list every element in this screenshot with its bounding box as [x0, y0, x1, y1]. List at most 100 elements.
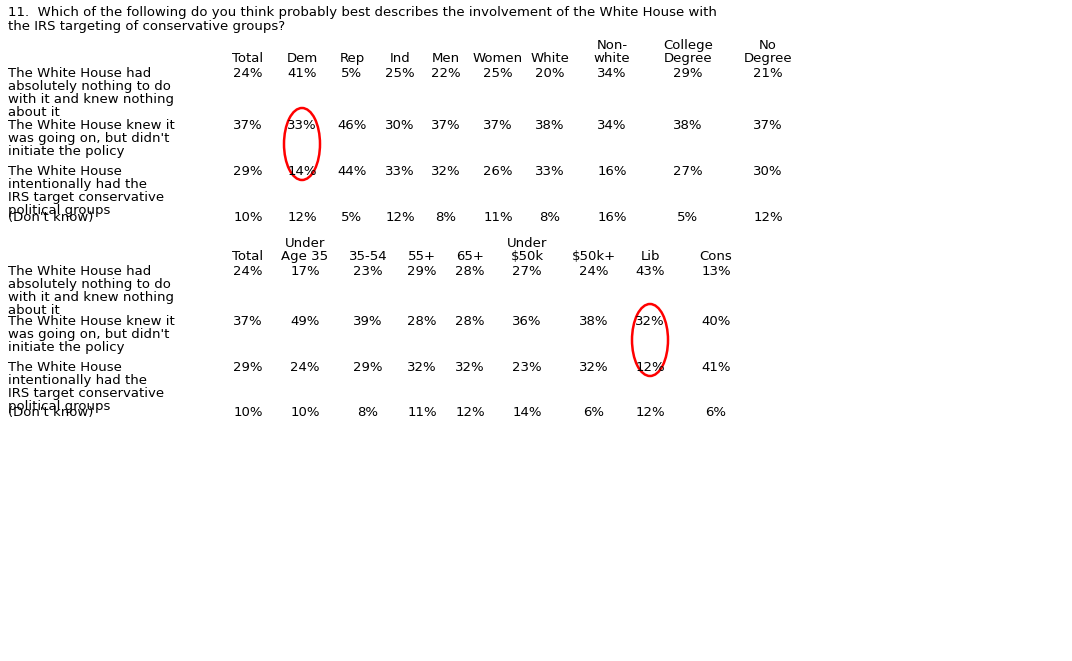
Text: 24%: 24% [291, 361, 319, 374]
Text: 5%: 5% [342, 67, 362, 80]
Text: 65+: 65+ [456, 250, 483, 263]
Text: 29%: 29% [234, 165, 263, 178]
Text: 8%: 8% [539, 211, 561, 224]
Text: 16%: 16% [597, 211, 627, 224]
Text: 29%: 29% [407, 265, 436, 278]
Text: The White House knew it: The White House knew it [8, 315, 175, 328]
Text: 37%: 37% [431, 119, 461, 132]
Text: 25%: 25% [385, 67, 415, 80]
Text: 38%: 38% [579, 315, 609, 328]
Text: College: College [664, 39, 713, 52]
Text: Degree: Degree [664, 52, 712, 65]
Text: The White House: The White House [8, 361, 122, 374]
Text: 27%: 27% [512, 265, 541, 278]
Text: 14%: 14% [287, 165, 316, 178]
Text: IRS target conservative: IRS target conservative [8, 387, 164, 400]
Text: Cons: Cons [700, 250, 732, 263]
Text: 32%: 32% [579, 361, 609, 374]
Text: initiate the policy: initiate the policy [8, 145, 124, 158]
Text: with it and knew nothing: with it and knew nothing [8, 291, 174, 304]
Text: 5%: 5% [678, 211, 699, 224]
Text: initiate the policy: initiate the policy [8, 341, 124, 354]
Text: 12%: 12% [456, 406, 485, 419]
Text: intentionally had the: intentionally had the [8, 374, 147, 387]
Text: 32%: 32% [636, 315, 665, 328]
Text: $50k+: $50k+ [572, 250, 616, 263]
Text: political groups: political groups [8, 204, 110, 217]
Text: 32%: 32% [407, 361, 436, 374]
Text: 20%: 20% [535, 67, 565, 80]
Text: (Don't know): (Don't know) [8, 406, 93, 419]
Text: 10%: 10% [234, 406, 263, 419]
Text: 55+: 55+ [408, 250, 436, 263]
Text: 35-54: 35-54 [348, 250, 387, 263]
Text: 16%: 16% [597, 165, 627, 178]
Text: 38%: 38% [673, 119, 703, 132]
Text: Age 35: Age 35 [282, 250, 328, 263]
Text: $50k: $50k [510, 250, 544, 263]
Text: 41%: 41% [701, 361, 731, 374]
Text: 24%: 24% [234, 67, 263, 80]
Text: 41%: 41% [287, 67, 316, 80]
Text: about it: about it [8, 304, 60, 317]
Text: 8%: 8% [435, 211, 457, 224]
Text: 10%: 10% [234, 211, 263, 224]
Text: 37%: 37% [483, 119, 512, 132]
Text: about it: about it [8, 106, 60, 119]
Text: 24%: 24% [579, 265, 609, 278]
Text: the IRS targeting of conservative groups?: the IRS targeting of conservative groups… [8, 20, 285, 33]
Text: 6%: 6% [583, 406, 605, 419]
Text: 37%: 37% [234, 119, 263, 132]
Text: 23%: 23% [353, 265, 383, 278]
Text: 22%: 22% [431, 67, 461, 80]
Text: The White House had: The White House had [8, 265, 151, 278]
Text: 11%: 11% [407, 406, 436, 419]
Text: 36%: 36% [512, 315, 541, 328]
Text: with it and knew nothing: with it and knew nothing [8, 93, 174, 106]
Text: political groups: political groups [8, 400, 110, 413]
Text: Non-: Non- [596, 39, 627, 52]
Text: 28%: 28% [456, 315, 485, 328]
Text: (Don't know): (Don't know) [8, 211, 93, 224]
Text: Men: Men [432, 52, 460, 65]
Text: 14%: 14% [512, 406, 541, 419]
Text: 27%: 27% [673, 165, 703, 178]
Text: 34%: 34% [597, 67, 627, 80]
Text: was going on, but didn't: was going on, but didn't [8, 328, 169, 341]
Text: 28%: 28% [407, 315, 436, 328]
Text: 25%: 25% [483, 67, 512, 80]
Text: 6%: 6% [705, 406, 727, 419]
Text: 37%: 37% [234, 315, 263, 328]
Text: intentionally had the: intentionally had the [8, 178, 147, 191]
Text: 5%: 5% [342, 211, 362, 224]
Text: Rep: Rep [340, 52, 364, 65]
Text: Degree: Degree [744, 52, 792, 65]
Text: Dem: Dem [286, 52, 317, 65]
Text: white: white [594, 52, 630, 65]
Text: was going on, but didn't: was going on, but didn't [8, 132, 169, 145]
Text: 43%: 43% [636, 265, 665, 278]
Text: 12%: 12% [385, 211, 415, 224]
Text: 17%: 17% [291, 265, 319, 278]
Text: Under: Under [285, 237, 325, 250]
Text: 21%: 21% [754, 67, 783, 80]
Text: 33%: 33% [287, 119, 317, 132]
Text: Lib: Lib [640, 250, 659, 263]
Text: 12%: 12% [287, 211, 317, 224]
Text: 44%: 44% [338, 165, 367, 178]
Text: Ind: Ind [389, 52, 411, 65]
Text: 38%: 38% [535, 119, 565, 132]
Text: The White House had: The White House had [8, 67, 151, 80]
Text: 29%: 29% [673, 67, 703, 80]
Text: 33%: 33% [535, 165, 565, 178]
Text: 29%: 29% [354, 361, 383, 374]
Text: No: No [759, 39, 777, 52]
Text: 10%: 10% [291, 406, 319, 419]
Text: Women: Women [473, 52, 523, 65]
Text: 12%: 12% [754, 211, 783, 224]
Text: 23%: 23% [512, 361, 541, 374]
Text: Total: Total [233, 250, 264, 263]
Text: 34%: 34% [597, 119, 627, 132]
Text: IRS target conservative: IRS target conservative [8, 191, 164, 204]
Text: 49%: 49% [291, 315, 319, 328]
